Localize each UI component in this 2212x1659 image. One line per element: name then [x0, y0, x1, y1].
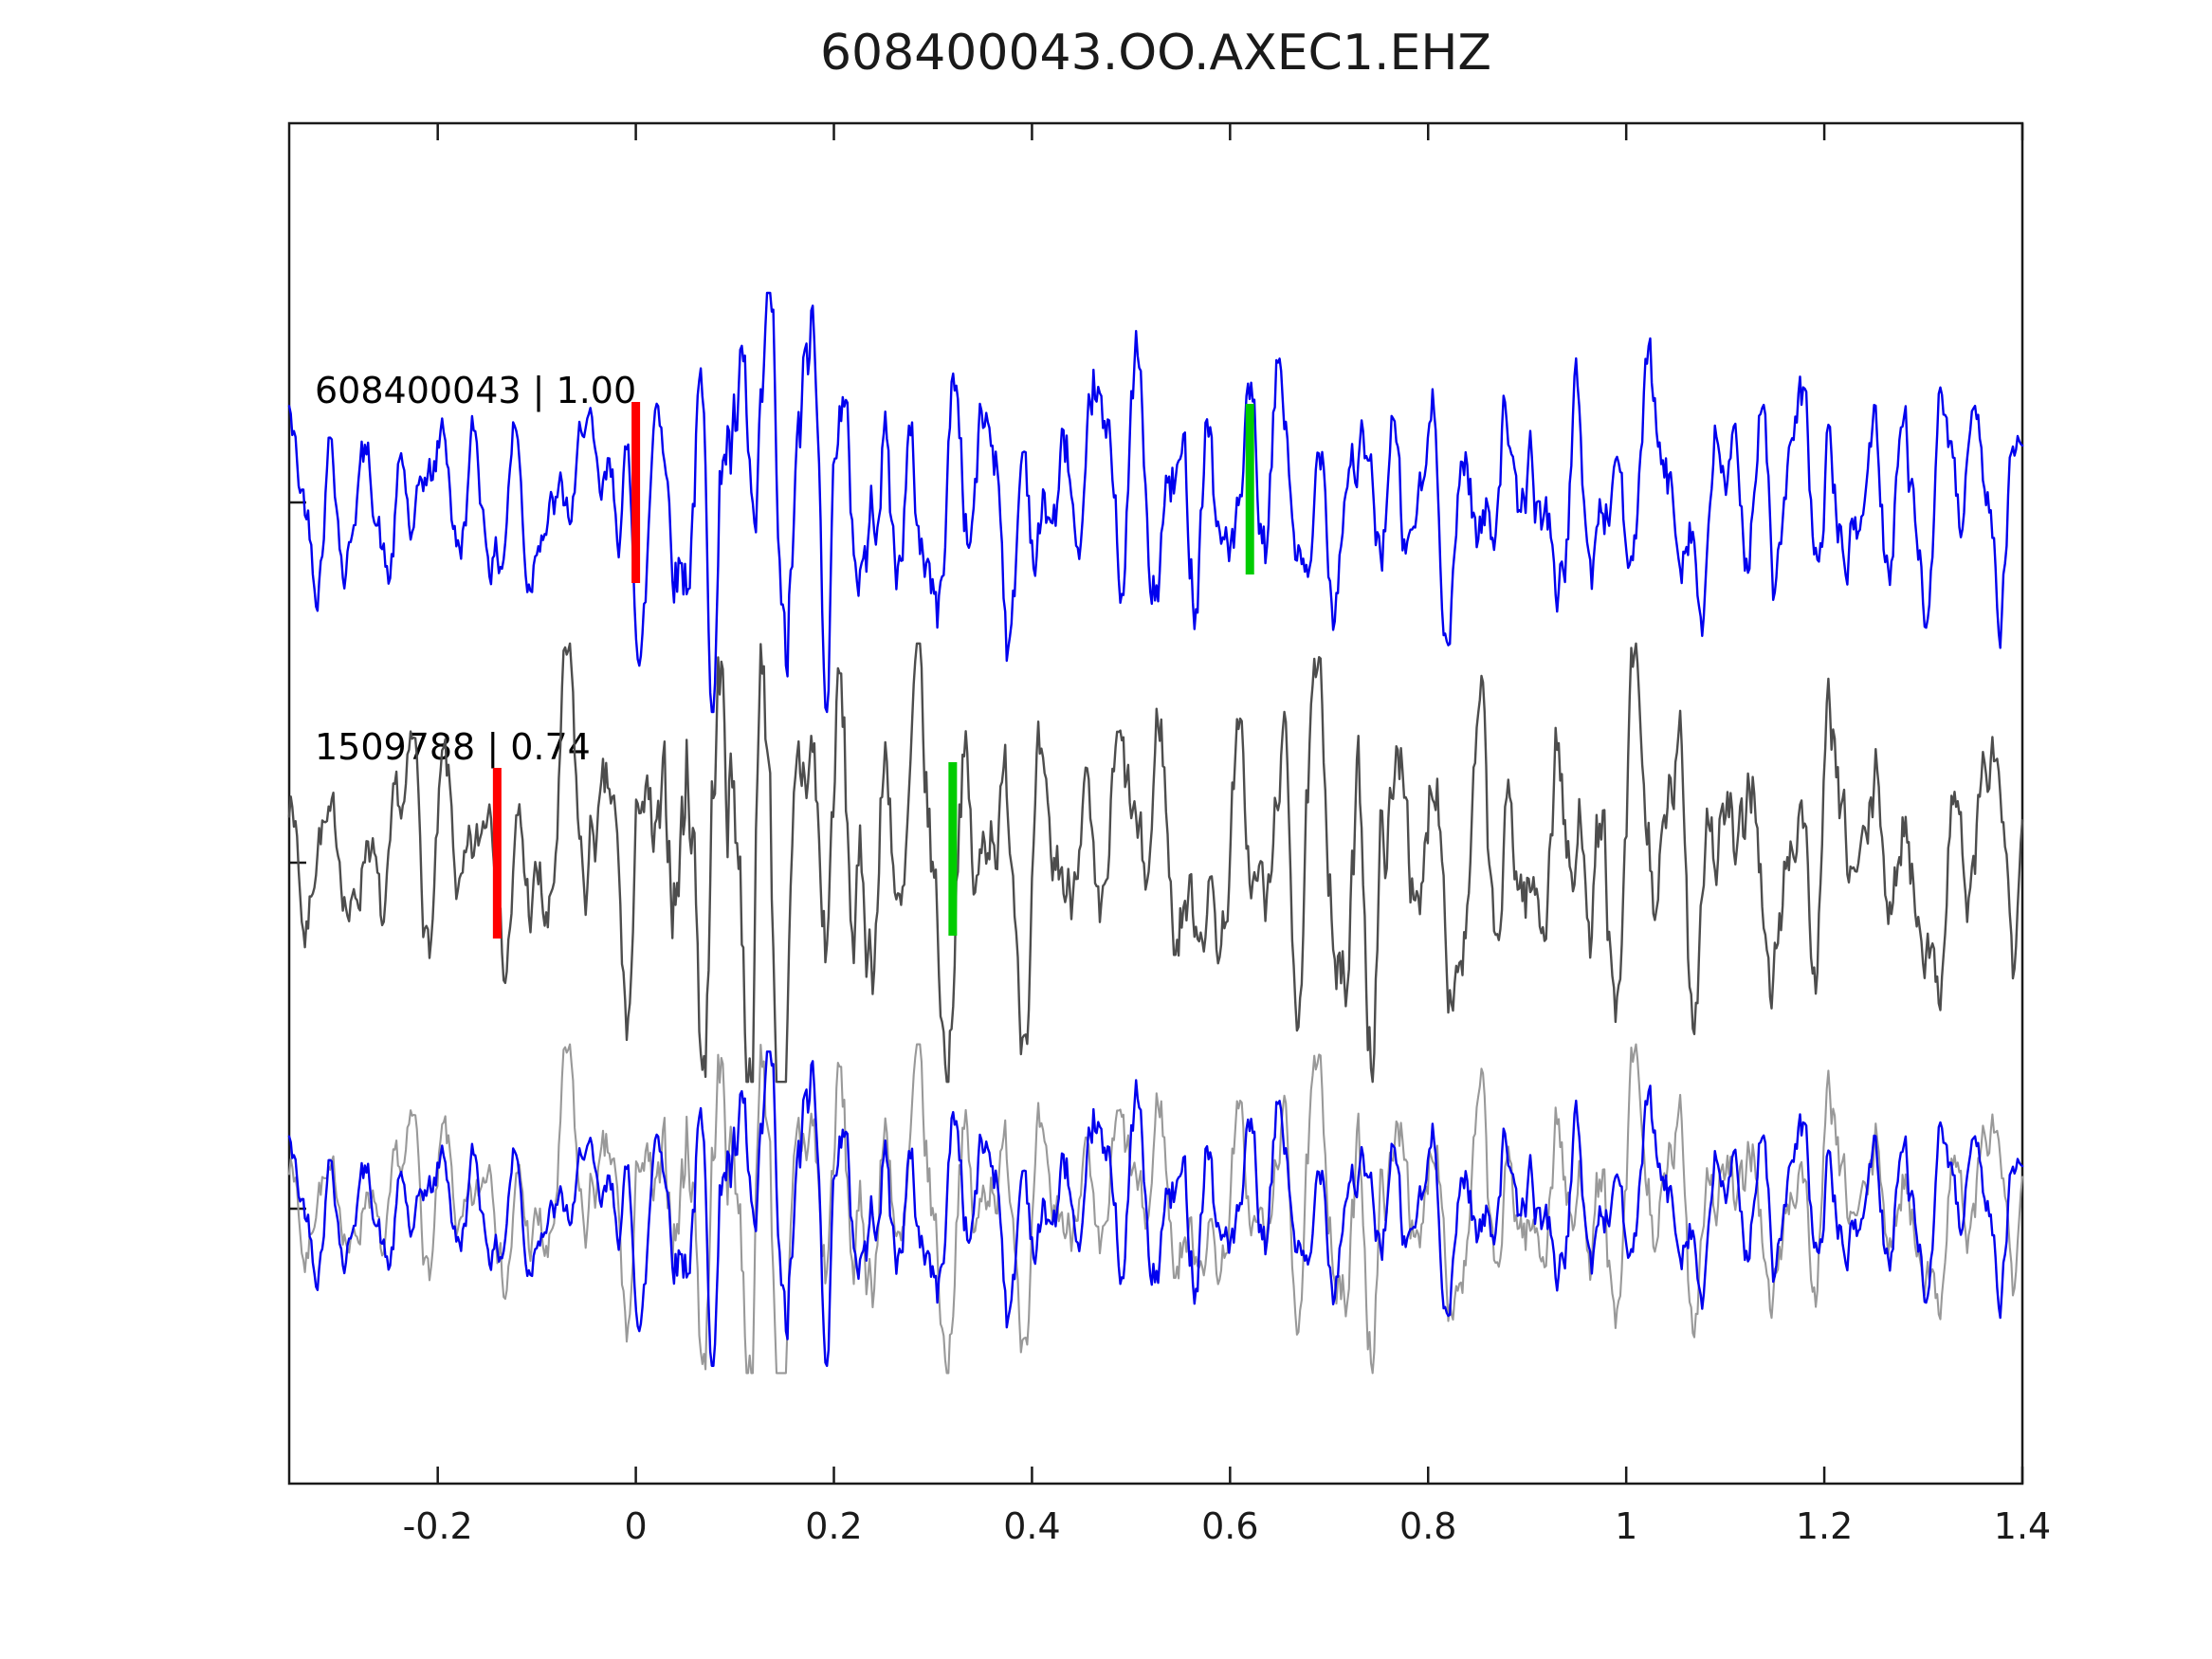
waveform-overlay-gray	[287, 1043, 2024, 1375]
trace-label: 1509788 | 0.74	[315, 726, 591, 768]
x-tick-label: 1	[1615, 1505, 1637, 1547]
x-tick-label: -0.2	[403, 1505, 473, 1547]
x-tick-label: 0.4	[1003, 1505, 1060, 1547]
x-tick-label: 0.8	[1399, 1505, 1456, 1547]
x-tick-label: 0.2	[805, 1505, 862, 1547]
x-tick-label: 0	[625, 1505, 648, 1547]
waveform-overlay-blue	[287, 1050, 2024, 1368]
waveform-trace-detection	[287, 642, 2024, 1084]
chart-title: 608400043.OO.AXEC1.EHZ	[819, 25, 1492, 82]
x-tick-label: 1.2	[1796, 1505, 1853, 1547]
trace-label: 608400043 | 1.00	[315, 370, 637, 411]
x-tick-label: 1.4	[1994, 1505, 2051, 1547]
waveform-trace-template	[287, 291, 2024, 714]
x-tick-label: 0.6	[1201, 1505, 1258, 1547]
